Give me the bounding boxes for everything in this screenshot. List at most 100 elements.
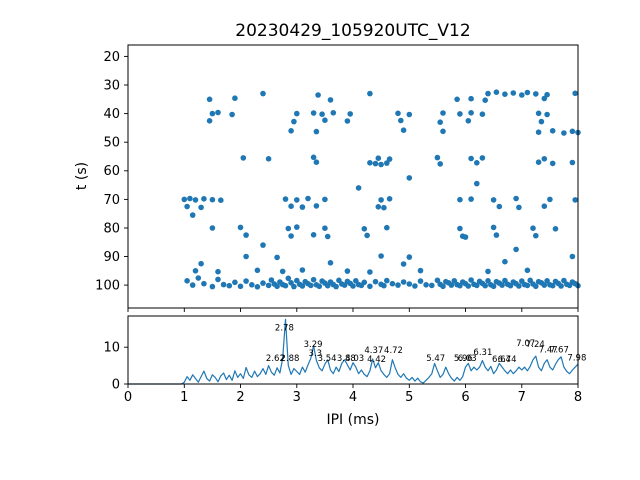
scatter-point [350,283,356,289]
scatter-point [294,110,300,117]
line-xlabel: IPI (ms) [326,412,379,428]
scatter-point [400,279,407,285]
scatter-point [265,156,272,162]
scatter-y-axis: 20 30 40 50 60 70 80 90 100 [95,50,128,294]
scatter-point [572,90,578,97]
scatter-point [423,282,429,288]
scatter-point [437,119,444,125]
scatter-point [395,282,401,288]
y-tick-label: 0 [112,377,120,392]
scatter-point [367,269,373,275]
scatter-point [367,90,373,97]
scatter-point [291,118,297,125]
scatter-point [215,268,221,275]
scatter-point [291,283,297,290]
scatter-point [524,282,531,289]
scatter-point [254,267,261,274]
scatter-point [294,224,300,230]
scatter-point [184,203,190,210]
scatter-point [448,282,455,288]
scatter-point [440,110,446,116]
scatter-point [299,283,306,289]
scatter-point [561,130,567,136]
scatter-point [215,109,221,116]
scatter-point [465,283,472,289]
scatter-point [375,204,382,210]
scatter-point [327,260,334,266]
scatter-point [310,232,317,238]
scatter-point [530,225,536,231]
scatter-point [260,242,266,248]
y-tick-label: 100 [95,279,120,294]
line-series [128,318,579,385]
x-tick-label: 7 [518,390,526,405]
scatter-point [220,281,227,288]
scatter-point [198,260,204,267]
annotation-label: 5.96 [454,354,473,364]
annotation-label: 2.88 [281,354,300,364]
scatter-point [538,118,545,125]
annotation-label: 6.74 [498,355,517,365]
scatter-point [279,268,286,275]
annotation-label: 6.31 [473,348,492,358]
scatter-point [313,159,320,165]
annotation-label: 4.37 [364,346,383,356]
x-tick-label: 1 [180,390,188,405]
scatter-point [490,283,497,290]
scatter-point [344,118,351,124]
y-tick-label: 50 [103,136,120,151]
scatter-point [490,224,497,231]
scatter-point [285,275,292,282]
annotation-label: 2.78 [275,324,294,334]
scatter-point [535,159,542,165]
y-tick-label: 20 [103,50,120,65]
scatter-point [308,282,314,289]
scatter-point [192,197,199,203]
scatter-point [226,282,233,289]
scatter-point [457,196,463,203]
y-tick-label: 30 [103,78,120,93]
scatter-point [237,283,244,290]
scatter-point [322,225,328,231]
scatter-point [406,254,413,260]
scatter-ylabel: t (s) [74,162,90,190]
scatter-point [195,275,202,281]
scatter-point [572,197,578,203]
scatter-point [319,111,325,117]
scatter-point [386,196,393,202]
scatter-point [541,156,548,162]
line-path [128,318,579,385]
scatter-point [209,110,216,117]
scatter-point [265,282,272,289]
scatter-point [229,111,235,118]
scatter-point [513,246,519,253]
scatter-point [516,283,522,289]
x-tick-label: 0 [124,390,132,405]
scatter-point [474,160,480,166]
scatter-point [468,155,474,162]
scatter-point [364,232,370,239]
annotation-label: 3.29 [304,340,323,350]
scatter-point [482,97,489,103]
scatter-point [535,110,542,117]
scatter-point [524,267,531,274]
scatter-point [440,128,446,135]
line-x-axis: 0 1 2 3 4 5 6 7 8 [124,384,582,405]
scatter-point [468,110,474,116]
scatter-point [327,97,334,103]
annotation-label: 3.3 [309,349,323,359]
scatter-point [440,283,446,290]
y-tick-label: 60 [103,164,120,179]
scatter-point [381,282,387,289]
scatter-point [367,283,373,290]
scatter-point [398,117,404,124]
scatter-point [468,277,474,283]
scatter-point [434,277,441,284]
scatter-point [457,111,463,117]
scatter-point [465,118,472,124]
annotation-label: 7.67 [550,345,569,355]
scatter-point [187,195,193,202]
scatter-point [569,128,576,135]
